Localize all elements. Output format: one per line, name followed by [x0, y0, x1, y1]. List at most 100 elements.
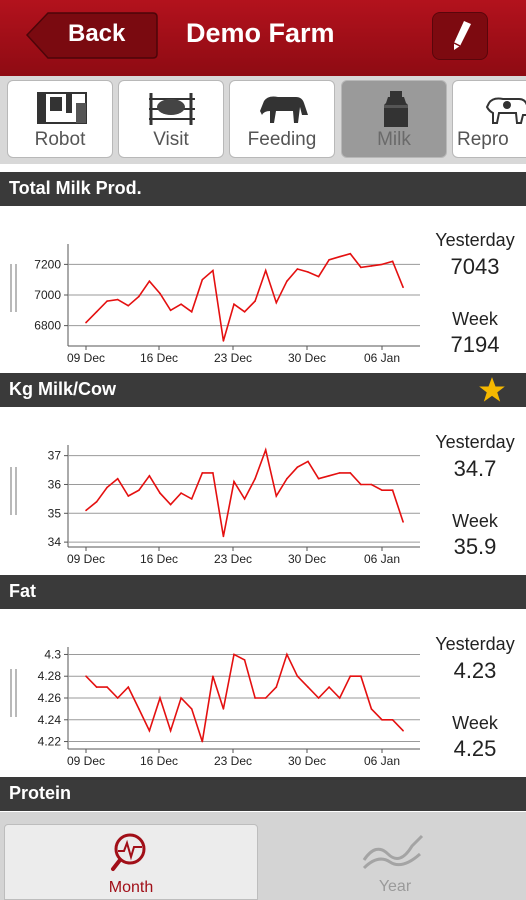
data-point	[190, 708, 193, 710]
month-chart-icon	[111, 833, 146, 871]
tab-robot[interactable]: Robot	[7, 80, 113, 158]
data-point	[349, 675, 352, 677]
tab-visit-label: Visit	[153, 129, 189, 150]
data-point	[138, 295, 140, 298]
fat-chart: 4.22 4.24 4.26 4.28 4.3 09 Dec 16 Dec 23 Dec 30 …	[38, 647, 420, 768]
x-tick-label: 09 Dec	[67, 754, 105, 768]
section-header-fat: Fat	[0, 575, 526, 609]
tab-month[interactable]: Month	[4, 824, 258, 900]
section-header-kg-milk-cow: Kg Milk/Cow	[0, 373, 526, 407]
x-tick-label: 30 Dec	[288, 754, 326, 768]
tab-milk[interactable]: Milk	[341, 80, 447, 158]
data-point	[106, 486, 108, 489]
data-point	[286, 477, 288, 480]
data-point	[264, 697, 267, 699]
tab-month-label: Month	[108, 879, 154, 896]
y-tick-label: 7200	[34, 257, 61, 271]
data-point	[317, 275, 320, 278]
x-tick-label: 09 Dec	[67, 552, 105, 566]
data-point	[349, 252, 352, 255]
y-tick-label: 36	[48, 477, 62, 491]
data-point	[264, 449, 267, 451]
data-point	[402, 521, 404, 523]
data-point	[233, 303, 235, 305]
chart-area-fat[interactable]: 4.22 4.24 4.26 4.28 4.3 09 Dec 16 Dec 23 Dec 30 …	[0, 609, 526, 775]
pencil-icon	[453, 21, 471, 50]
data-point	[264, 269, 267, 272]
x-tick-label: 06 Jan	[364, 754, 400, 768]
tab-feeding[interactable]: Feeding	[229, 80, 335, 158]
drag-handle[interactable]	[10, 467, 17, 515]
chart-area-total-milk[interactable]: 6800 7000 7200 09 Dec 16 Dec 23 Dec 30 Dec 06 J…	[0, 206, 526, 372]
drag-handle[interactable]	[10, 669, 17, 717]
star-icon[interactable]	[478, 376, 506, 404]
series-line	[85, 447, 404, 537]
data-point	[159, 292, 161, 295]
x-tick-label: 30 Dec	[288, 351, 326, 365]
data-point	[338, 697, 341, 699]
data-point	[402, 729, 404, 732]
data-point	[127, 495, 130, 497]
x-tick-label: 06 Jan	[364, 351, 400, 365]
week-value: 35.9	[453, 534, 497, 559]
tab-robot-label: Robot	[34, 129, 86, 150]
data-point	[338, 255, 341, 258]
data-point	[138, 489, 140, 491]
data-point	[296, 466, 299, 468]
data-point	[180, 697, 182, 699]
chart-area-kg-milk-cow[interactable]: 34 35 36 37 09 Dec 16 Dec 23 Dec 30 Dec 06 Jan Y…	[0, 407, 526, 573]
data-point	[370, 483, 373, 486]
tab-year[interactable]: Year	[268, 824, 522, 900]
data-point	[222, 535, 225, 538]
y-tick-label: 4.26	[38, 691, 62, 705]
data-point	[360, 483, 362, 486]
x-tick-label: 30 Dec	[288, 552, 326, 566]
top-bar: Back Demo Farm	[0, 0, 526, 76]
data-point	[243, 311, 246, 313]
data-point	[159, 492, 161, 494]
robot-icon	[37, 92, 87, 124]
tab-visit[interactable]: Visit	[118, 80, 224, 158]
data-point	[85, 321, 87, 324]
section-title: Kg Milk/Cow	[9, 379, 116, 399]
week-value: 4.25	[453, 736, 497, 761]
data-point	[85, 675, 87, 677]
data-point	[148, 475, 151, 477]
data-point	[106, 300, 108, 302]
x-tick-label: 09 Dec	[67, 351, 105, 365]
x-tick-label: 16 Dec	[140, 552, 178, 566]
feeding-cow-icon	[260, 96, 308, 123]
data-point	[370, 708, 373, 710]
data-point	[296, 268, 299, 270]
x-tick-label: 16 Dec	[140, 351, 178, 365]
drag-handle[interactable]	[10, 264, 17, 312]
data-point	[317, 477, 320, 480]
week-label: Week	[452, 309, 498, 329]
data-point	[381, 719, 383, 721]
back-button[interactable]: Back	[26, 12, 158, 59]
data-point	[360, 675, 362, 677]
data-point	[275, 301, 278, 304]
data-point	[349, 472, 352, 474]
year-chart-icon	[362, 834, 424, 870]
y-tick-label: 4.24	[38, 713, 62, 727]
section-header-protein: Protein	[0, 777, 526, 811]
data-point	[169, 503, 172, 506]
edit-button[interactable]	[432, 12, 488, 60]
data-point	[275, 495, 278, 497]
data-point	[381, 489, 383, 491]
data-point	[116, 697, 119, 699]
data-point	[116, 477, 119, 480]
data-point	[391, 489, 394, 491]
data-point	[381, 263, 383, 266]
data-point	[212, 472, 214, 474]
data-point	[95, 686, 98, 688]
x-tick-label: 06 Jan	[364, 552, 400, 566]
data-point	[169, 309, 172, 312]
tab-repro[interactable]: Repro	[452, 80, 526, 158]
data-point	[180, 492, 182, 494]
yesterday-value: 4.23	[453, 658, 497, 683]
data-point	[180, 303, 182, 305]
total-milk-chart: 6800 7000 7200 09 Dec 16 Dec 23 Dec 30 Dec 06 J…	[34, 244, 420, 365]
data-point	[95, 311, 98, 313]
